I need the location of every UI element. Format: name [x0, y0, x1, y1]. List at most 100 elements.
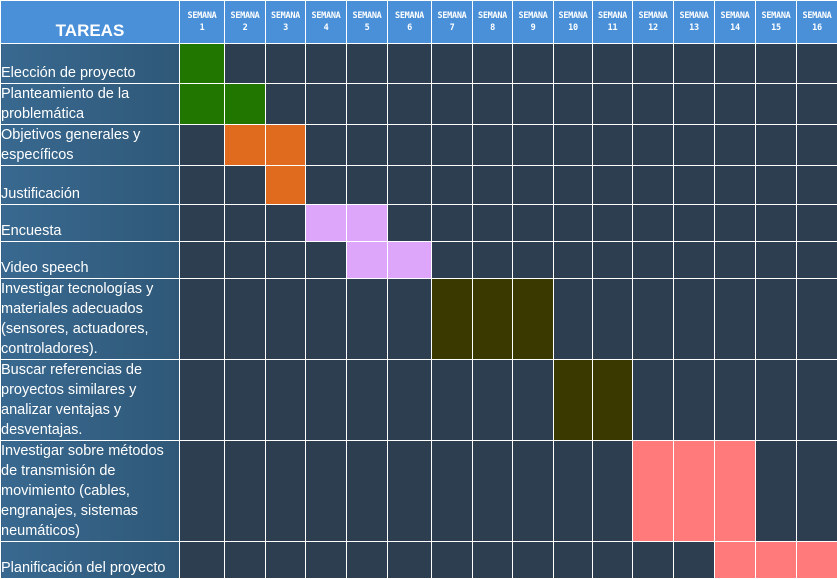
empty-cell[interactable]	[633, 166, 674, 205]
gantt-bar-cell[interactable]	[593, 360, 633, 441]
empty-cell[interactable]	[797, 125, 837, 166]
empty-cell[interactable]	[593, 542, 633, 579]
empty-cell[interactable]	[593, 441, 633, 542]
empty-cell[interactable]	[306, 166, 347, 205]
empty-cell[interactable]	[180, 205, 225, 242]
empty-cell[interactable]	[633, 84, 674, 125]
empty-cell[interactable]	[306, 279, 347, 360]
empty-cell[interactable]	[715, 84, 756, 125]
empty-cell[interactable]	[715, 360, 756, 441]
empty-cell[interactable]	[554, 205, 593, 242]
empty-cell[interactable]	[432, 166, 473, 205]
empty-cell[interactable]	[432, 441, 473, 542]
empty-cell[interactable]	[266, 205, 306, 242]
gantt-bar-cell[interactable]	[554, 360, 593, 441]
empty-cell[interactable]	[674, 125, 715, 166]
empty-cell[interactable]	[633, 125, 674, 166]
empty-cell[interactable]	[266, 44, 306, 84]
empty-cell[interactable]	[554, 441, 593, 542]
gantt-bar-cell[interactable]	[674, 441, 715, 542]
gantt-bar-cell[interactable]	[347, 205, 388, 242]
task-label[interactable]: Buscar referencias de proyectos similare…	[1, 360, 180, 441]
empty-cell[interactable]	[554, 242, 593, 279]
empty-cell[interactable]	[593, 279, 633, 360]
empty-cell[interactable]	[306, 242, 347, 279]
empty-cell[interactable]	[633, 542, 674, 579]
empty-cell[interactable]	[347, 84, 388, 125]
empty-cell[interactable]	[756, 242, 797, 279]
empty-cell[interactable]	[432, 84, 473, 125]
empty-cell[interactable]	[225, 542, 266, 579]
empty-cell[interactable]	[554, 279, 593, 360]
empty-cell[interactable]	[432, 44, 473, 84]
empty-cell[interactable]	[593, 242, 633, 279]
empty-cell[interactable]	[473, 542, 513, 579]
empty-cell[interactable]	[513, 242, 554, 279]
empty-cell[interactable]	[513, 542, 554, 579]
empty-cell[interactable]	[432, 205, 473, 242]
empty-cell[interactable]	[473, 125, 513, 166]
gantt-bar-cell[interactable]	[473, 279, 513, 360]
empty-cell[interactable]	[225, 44, 266, 84]
gantt-bar-cell[interactable]	[180, 44, 225, 84]
gantt-bar-cell[interactable]	[633, 441, 674, 542]
empty-cell[interactable]	[513, 125, 554, 166]
gantt-bar-cell[interactable]	[388, 242, 432, 279]
empty-cell[interactable]	[674, 166, 715, 205]
empty-cell[interactable]	[432, 125, 473, 166]
gantt-bar-cell[interactable]	[756, 542, 797, 579]
empty-cell[interactable]	[388, 84, 432, 125]
task-label[interactable]: Investigar tecnologías y materiales adec…	[1, 279, 180, 360]
empty-cell[interactable]	[715, 166, 756, 205]
empty-cell[interactable]	[432, 542, 473, 579]
empty-cell[interactable]	[513, 166, 554, 205]
empty-cell[interactable]	[513, 205, 554, 242]
empty-cell[interactable]	[473, 242, 513, 279]
empty-cell[interactable]	[180, 360, 225, 441]
empty-cell[interactable]	[347, 125, 388, 166]
empty-cell[interactable]	[554, 125, 593, 166]
empty-cell[interactable]	[225, 242, 266, 279]
empty-cell[interactable]	[633, 44, 674, 84]
gantt-bar-cell[interactable]	[715, 441, 756, 542]
empty-cell[interactable]	[473, 441, 513, 542]
empty-cell[interactable]	[554, 44, 593, 84]
empty-cell[interactable]	[347, 44, 388, 84]
empty-cell[interactable]	[473, 84, 513, 125]
empty-cell[interactable]	[388, 441, 432, 542]
empty-cell[interactable]	[756, 441, 797, 542]
empty-cell[interactable]	[593, 84, 633, 125]
task-label[interactable]: Elección de proyecto	[1, 44, 180, 84]
empty-cell[interactable]	[180, 125, 225, 166]
gantt-bar-cell[interactable]	[266, 166, 306, 205]
empty-cell[interactable]	[388, 542, 432, 579]
empty-cell[interactable]	[513, 44, 554, 84]
empty-cell[interactable]	[715, 205, 756, 242]
empty-cell[interactable]	[513, 360, 554, 441]
empty-cell[interactable]	[633, 242, 674, 279]
empty-cell[interactable]	[306, 441, 347, 542]
task-label[interactable]: Video speech	[1, 242, 180, 279]
empty-cell[interactable]	[180, 542, 225, 579]
empty-cell[interactable]	[715, 125, 756, 166]
empty-cell[interactable]	[180, 441, 225, 542]
gantt-bar-cell[interactable]	[180, 84, 225, 125]
empty-cell[interactable]	[797, 441, 837, 542]
empty-cell[interactable]	[266, 542, 306, 579]
empty-cell[interactable]	[266, 279, 306, 360]
empty-cell[interactable]	[715, 44, 756, 84]
gantt-bar-cell[interactable]	[347, 242, 388, 279]
empty-cell[interactable]	[225, 166, 266, 205]
gantt-bar-cell[interactable]	[715, 542, 756, 579]
empty-cell[interactable]	[432, 242, 473, 279]
empty-cell[interactable]	[180, 279, 225, 360]
empty-cell[interactable]	[388, 279, 432, 360]
empty-cell[interactable]	[388, 125, 432, 166]
empty-cell[interactable]	[797, 360, 837, 441]
empty-cell[interactable]	[347, 360, 388, 441]
empty-cell[interactable]	[554, 542, 593, 579]
empty-cell[interactable]	[473, 205, 513, 242]
empty-cell[interactable]	[180, 166, 225, 205]
empty-cell[interactable]	[715, 279, 756, 360]
empty-cell[interactable]	[593, 205, 633, 242]
